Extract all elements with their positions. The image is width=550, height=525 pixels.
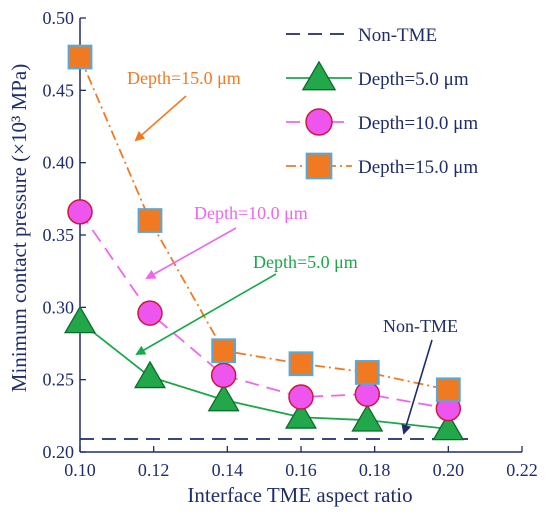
series-point (133, 360, 166, 389)
series-point (432, 412, 465, 441)
annotation-layer: Depth=15.0 μm Depth=10.0 μm Depth=5.0 μm No… (127, 68, 458, 435)
x-tick-label: 0.16 (285, 460, 317, 480)
series-point (63, 305, 97, 334)
axes: 0.10 0.12 0.14 0.16 0.18 0.20 0.22 0.20 0.25 0.30… (43, 8, 538, 480)
series-point (137, 300, 163, 326)
series-point (211, 338, 237, 364)
annotation-label: Depth=10.0 μm (194, 203, 308, 223)
y-tick-label: 0.40 (43, 153, 75, 173)
annotation-arrow (401, 339, 433, 435)
x-axis-label: Interface TME aspect ratio (187, 483, 412, 507)
series-point (305, 152, 333, 180)
series-point (351, 403, 384, 432)
series-point (305, 108, 333, 136)
legend-label: Depth=5.0 μm (358, 69, 469, 90)
y-axis-label: Minimum contact pressure (×10³ MPa) (7, 64, 31, 392)
annotation-arrow (134, 95, 187, 142)
series-point (354, 381, 381, 407)
x-tick-label: 0.12 (138, 460, 170, 480)
series-point (288, 384, 314, 410)
y-tick-label: 0.35 (43, 225, 75, 245)
y-tick-label: 0.20 (43, 442, 75, 462)
series-point (284, 401, 318, 429)
y-tick-label: 0.45 (43, 80, 75, 100)
series-group (63, 305, 465, 441)
y-tick-label: 0.25 (43, 370, 75, 390)
legend-label: Depth=10.0 μm (358, 113, 478, 134)
series-line (79, 56, 449, 391)
series-group (67, 199, 462, 422)
series-point (207, 383, 240, 412)
annotation-arrow (145, 227, 237, 279)
series-point (67, 44, 93, 70)
legend-label: Non-TME (358, 25, 437, 46)
series-point (301, 60, 337, 91)
series-group (67, 44, 461, 403)
y-tick-label: 0.50 (43, 8, 75, 28)
series-point (288, 351, 314, 377)
series-point (354, 360, 380, 385)
x-tick-label: 0.18 (359, 460, 391, 480)
y-tick-label: 0.30 (43, 297, 75, 317)
series-line (79, 211, 449, 410)
annotation-label: Depth=5.0 μm (253, 252, 358, 272)
series-point (210, 362, 237, 389)
annotation-label: Depth=15.0 μm (127, 68, 241, 88)
annotation-label: Non-TME (383, 316, 458, 336)
legend-label: Depth=15.0 μm (358, 157, 478, 178)
x-tick-label: 0.20 (433, 460, 465, 480)
series-layer (63, 44, 475, 441)
series-point (137, 208, 163, 233)
x-tick-label: 0.10 (64, 460, 96, 480)
legend: Non-TME Depth=5.0 μm Depth=10.0 μm Depth=15… (286, 25, 478, 180)
x-tick-label: 0.14 (212, 460, 244, 480)
series-point (67, 199, 93, 225)
annotation-arrow (135, 273, 277, 355)
series-line (79, 321, 449, 430)
x-tick-label: 0.22 (506, 460, 538, 480)
series-point (435, 377, 461, 403)
